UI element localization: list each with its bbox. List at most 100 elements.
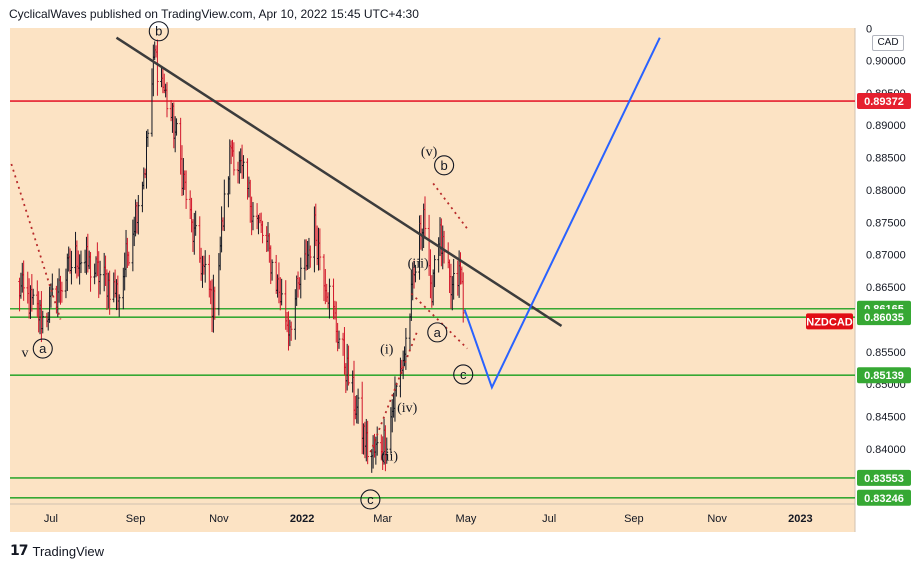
price-tick-label: 0.88000	[866, 185, 906, 197]
price-badge-bg	[857, 93, 911, 110]
time-tick-label: Jul	[44, 513, 58, 525]
dotted-channel-line-3	[410, 292, 468, 350]
dotted-channels	[10, 163, 469, 453]
price-tick-label-partial: 0	[866, 24, 872, 36]
candle	[70, 250, 73, 285]
price-tick-label: 0.87500	[866, 217, 906, 229]
candle	[213, 286, 217, 320]
price-tick-label: 0.84500	[866, 412, 906, 424]
price-tick-label: 0.90000	[866, 55, 906, 67]
candle	[280, 278, 283, 306]
price-tick-label: 0.86500	[866, 282, 906, 294]
candle	[175, 118, 178, 136]
candle	[318, 228, 322, 271]
candle	[433, 255, 436, 288]
time-tick-label: Jul	[542, 513, 556, 525]
wave-label-circle	[360, 489, 381, 510]
wave-label: (iii)	[408, 256, 429, 271]
time-tick-label: Nov	[707, 513, 727, 525]
price-tick-label: 0.84000	[866, 444, 906, 456]
wave-label: b	[155, 24, 162, 39]
price-badge-label: 0.83246	[864, 493, 904, 505]
candle	[309, 245, 312, 268]
time-tick-label: Nov	[209, 513, 229, 525]
horizontal-levels	[10, 100, 855, 499]
candle	[98, 260, 102, 295]
wave-label: (v)	[421, 145, 438, 160]
wave-label: (i)	[380, 343, 394, 358]
price-tick-label: 0.87000	[866, 250, 906, 262]
candle	[385, 437, 389, 464]
time-axis[interactable]: Jul Sep Nov 2022 Mar May Jul Sep Nov 2023	[44, 513, 813, 525]
time-tick-label: 2023	[788, 513, 812, 525]
currency-tag[interactable]: CAD	[872, 35, 904, 51]
price-axis[interactable]: 0.900000.895000.890000.885000.880000.875…	[866, 24, 906, 456]
wave-label: (ii)	[381, 449, 398, 464]
candle	[108, 270, 111, 315]
trend-line-layer[interactable]	[115, 36, 563, 327]
candle	[194, 210, 197, 236]
price-badge-bg	[857, 309, 911, 326]
descending-trend-line	[115, 36, 563, 327]
candle	[165, 82, 169, 118]
price-badge-label: 0.85139	[864, 370, 904, 382]
candle	[289, 321, 293, 341]
wave-label: a	[434, 325, 442, 340]
candle	[31, 288, 35, 305]
wave-label-circle	[434, 155, 455, 176]
time-tick-label: May	[456, 513, 477, 525]
candle	[79, 250, 83, 274]
wave-labels: bv a(v)b(iii)a(i)c(iv)(ii)c	[22, 21, 474, 510]
candle	[184, 170, 188, 209]
candle	[203, 250, 207, 283]
time-tick-label: 2022	[290, 513, 314, 525]
candle	[232, 142, 236, 176]
projection-layer[interactable]	[463, 37, 661, 391]
candle	[223, 179, 226, 232]
wave-label-circle	[427, 322, 448, 343]
candle	[423, 196, 427, 239]
candle	[137, 195, 140, 235]
wave-label: c	[460, 367, 467, 382]
time-tick-label: Sep	[624, 513, 644, 525]
candles	[18, 39, 465, 473]
brand-text: TradingView	[32, 543, 105, 559]
candle	[261, 220, 264, 244]
price-badge-bg	[857, 489, 911, 506]
price-tick-label: 0.89000	[866, 120, 906, 132]
candle	[375, 426, 379, 456]
wave-label: v	[22, 346, 29, 361]
candle	[89, 252, 92, 292]
price-badge-label: 0.83553	[864, 473, 904, 485]
candle	[156, 39, 159, 96]
price-badges: 0.893720.861650.860350.851390.835530.832…	[806, 93, 911, 506]
price-badge-label: 0.89372	[864, 96, 904, 108]
candle	[60, 281, 64, 303]
price-badge-bg	[857, 367, 911, 384]
candle	[146, 129, 150, 147]
wave-label: c	[367, 492, 374, 507]
publisher-text: CyclicalWaves published on TradingView.c…	[9, 7, 419, 21]
wave-label-circle	[32, 338, 53, 359]
price-tick-label: 0.85500	[866, 347, 906, 359]
candle	[356, 388, 360, 424]
time-tick-label: Sep	[126, 513, 146, 525]
candle	[347, 345, 350, 386]
candle	[117, 294, 121, 317]
symbol-badge-bg	[806, 313, 853, 330]
candle	[328, 278, 331, 319]
candle	[127, 251, 131, 266]
candle	[366, 420, 369, 465]
candle	[414, 264, 417, 283]
publisher-header: CyclicalWaves published on TradingView.c…	[0, 0, 924, 28]
candle	[242, 155, 245, 179]
candle	[299, 257, 303, 299]
wave-label-circle	[453, 364, 474, 385]
candle	[251, 202, 255, 231]
candle	[270, 259, 274, 281]
projection-path-line	[463, 37, 661, 391]
brand-footer: 17 TradingView	[10, 541, 104, 561]
chart-background	[10, 28, 855, 532]
wave-label-circle	[148, 21, 169, 42]
